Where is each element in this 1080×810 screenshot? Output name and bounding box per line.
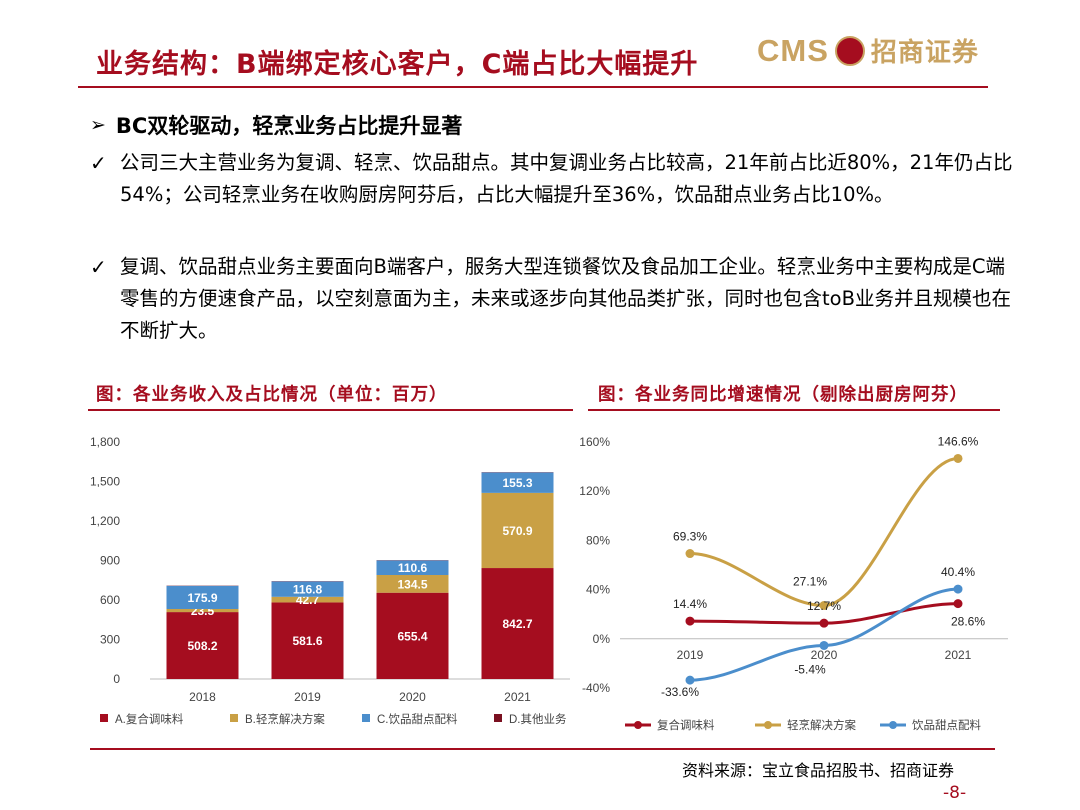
bar-segment (481, 568, 554, 679)
header-divider (78, 86, 988, 88)
legend-marker (634, 721, 642, 729)
y-tick-label: 300 (100, 633, 120, 647)
data-point (953, 453, 963, 463)
growth-line-chart: -40% 0% 40% 80% 120% 160% 2019 2020 2021 14.4% 12.… (579, 434, 1008, 732)
y-tick-label: -40% (582, 681, 610, 695)
bar-data-label: 155.3 (502, 476, 532, 490)
paragraph-2: ✓ 复调、饮品甜点业务主要面向B端客户，服务大型连锁餐饮及食品加工企业。轻烹业务… (90, 251, 1030, 347)
section-heading-text: BC双轮驱动，轻烹业务占比提升显著 (115, 114, 463, 138)
right-chart-caption: 图：各业务同比增速情况（剔除出厨房阿芬） (598, 385, 968, 405)
arrow-bullet-icon: ➢ (90, 114, 106, 136)
bar-segment (271, 602, 344, 679)
bar-segment (271, 581, 344, 597)
x-tick-label: 2019 (294, 690, 321, 704)
check-bullet-icon: ✓ (90, 151, 107, 175)
legend-label: D.其他业务 (509, 712, 567, 726)
legend-swatch (100, 714, 108, 722)
bar-segment (481, 492, 554, 569)
legend-label: A.复合调味料 (115, 712, 184, 726)
legend-label: 饮品甜点配料 (912, 718, 981, 732)
bar-segment (166, 612, 239, 679)
point-data-label: -5.4% (794, 662, 826, 676)
legend-label: 复合调味料 (657, 718, 715, 732)
data-point (685, 675, 695, 685)
bar-data-label: 134.5 (397, 577, 427, 591)
bar-data-label: 581.6 (292, 634, 322, 648)
legend-label: B.轻烹解决方案 (245, 712, 325, 726)
y-tick-label: 0 (113, 672, 120, 686)
data-point (819, 640, 829, 650)
bar-segment (166, 585, 239, 609)
paragraph-1-text: 公司三大主营业务为复调、轻烹、饮品甜点。其中复调业务占比较高，21年前占比近80… (120, 151, 1013, 206)
point-data-label: 40.4% (941, 565, 975, 579)
y-tick-label: 1,800 (90, 435, 120, 449)
left-caption-rule (88, 409, 573, 411)
point-data-label: 27.1% (793, 574, 827, 588)
data-point (685, 616, 695, 626)
check-bullet-icon: ✓ (90, 255, 107, 279)
right-caption-rule (588, 409, 1000, 411)
point-data-label: 69.3% (673, 530, 707, 544)
legend-swatch (362, 714, 370, 722)
data-point (685, 549, 695, 559)
paragraph-1: ✓ 公司三大主营业务为复调、轻烹、饮品甜点。其中复调业务占比较高，21年前占比近… (90, 147, 1030, 211)
paragraph-2-text: 复调、饮品甜点业务主要面向B端客户，服务大型连锁餐饮及食品加工企业。轻烹业务中主… (120, 255, 1011, 342)
point-data-label: 28.6% (951, 615, 985, 629)
logo-emblem-icon (834, 35, 865, 66)
data-point (819, 618, 829, 628)
legend-label: 轻烹解决方案 (787, 718, 856, 732)
bar-data-label: 570.9 (502, 524, 532, 538)
legend-swatch (230, 714, 238, 722)
bar-data-label: 175.9 (187, 591, 217, 605)
y-tick-label: 900 (100, 554, 120, 568)
point-data-label: 146.6% (938, 434, 979, 448)
bar-segment (376, 574, 449, 593)
y-tick-label: 1,200 (90, 514, 120, 528)
bar-data-label: 110.6 (398, 561, 428, 575)
point-data-label: 12.7% (807, 599, 841, 613)
x-tick-label: 2019 (677, 648, 704, 662)
y-tick-label: 0% (593, 632, 611, 646)
x-tick-label: 2020 (399, 690, 426, 704)
bar-segment (166, 608, 239, 613)
y-tick-label: 160% (579, 435, 610, 449)
cms-logo: CMS 招商证券 (757, 32, 979, 69)
data-point (819, 600, 829, 610)
section-heading: ➢ BC双轮驱动，轻烹业务占比提升显著 (90, 110, 462, 140)
x-tick-label: 2018 (189, 690, 216, 704)
bar-segment (271, 596, 344, 603)
bar-data-label: 116.8 (293, 583, 323, 597)
y-tick-label: 120% (579, 484, 610, 498)
x-tick-label: 2021 (504, 690, 531, 704)
source-note: 资料来源：宝立食品招股书、招商证券 (682, 761, 955, 780)
footer-divider (90, 748, 995, 750)
page-title: 业务结构：B端绑定核心客户，C端占比大幅提升 (96, 49, 699, 80)
y-tick-label: 80% (586, 533, 610, 547)
bar-data-label: 655.4 (397, 629, 427, 643)
page-number: -8- (943, 783, 967, 803)
legend-marker (889, 721, 897, 729)
bar-segment (481, 472, 554, 493)
bar-data-label: 508.2 (187, 639, 217, 653)
point-data-label: 14.4% (673, 597, 707, 611)
legend-swatch (494, 714, 502, 722)
point-data-label: -33.6% (661, 685, 699, 699)
y-tick-label: 40% (586, 583, 610, 597)
data-point (953, 599, 963, 609)
left-chart-caption: 图：各业务收入及占比情况（单位：百万） (96, 385, 448, 405)
logo-cn-text: 招商证券 (870, 38, 979, 68)
revenue-stacked-bar-chart: 03006009001,2001,5001,8002018508.223.517… (90, 435, 570, 726)
y-tick-label: 600 (100, 593, 120, 607)
bar-segment (376, 592, 449, 679)
x-tick-label: 2021 (945, 648, 972, 662)
y-tick-label: 1,500 (90, 475, 120, 489)
bar-segment (376, 560, 449, 575)
data-point (953, 584, 963, 594)
legend-label: C.饮品甜点配料 (377, 712, 458, 726)
x-tick-label: 2020 (811, 648, 838, 662)
legend-marker (764, 721, 772, 729)
logo-cms-text: CMS (757, 32, 829, 68)
bar-data-label: 842.7 (502, 617, 532, 631)
